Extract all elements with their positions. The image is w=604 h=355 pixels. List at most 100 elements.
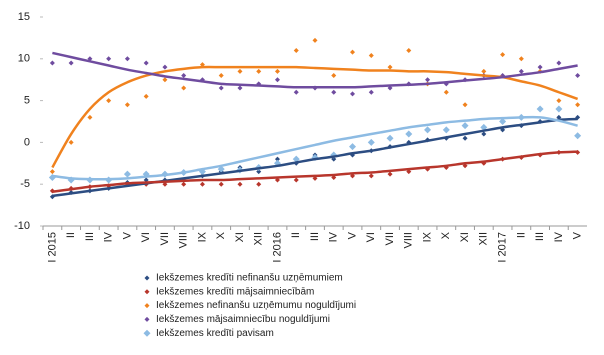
- data-point: [481, 68, 487, 74]
- data-point: [256, 181, 262, 187]
- data-point: [68, 60, 74, 66]
- x-tick-label: VIII: [178, 232, 190, 249]
- data-point: [49, 60, 55, 66]
- x-tick-label: XI: [234, 232, 246, 242]
- data-point: [537, 64, 543, 70]
- data-point: [556, 98, 562, 104]
- x-tick-label: I 2016: [271, 232, 283, 263]
- data-point: [425, 77, 431, 83]
- data-point: [518, 68, 524, 74]
- data-point: [256, 68, 262, 74]
- data-point: [143, 60, 149, 66]
- x-tick-label: VI: [140, 232, 152, 242]
- x-tick-label: VII: [384, 232, 396, 245]
- data-point: [556, 60, 562, 66]
- data-point: [106, 98, 112, 104]
- data-point: [292, 155, 300, 163]
- data-point: [162, 77, 168, 83]
- data-point: [181, 181, 187, 187]
- data-point: [536, 105, 544, 113]
- data-point: [349, 143, 357, 151]
- data-point: [331, 73, 337, 79]
- trend-line: [52, 117, 578, 198]
- data-point: [124, 56, 130, 62]
- data-point: [181, 73, 187, 79]
- legend-label: Iekšzemes mājsaimniecību noguldījumi: [156, 314, 330, 325]
- data-point: [143, 93, 149, 99]
- y-tick-label: 15: [18, 11, 30, 23]
- trend-line: [52, 115, 578, 181]
- data-point: [406, 47, 412, 53]
- x-tick-label: III: [534, 232, 546, 241]
- data-point: [387, 64, 393, 70]
- data-point: [218, 181, 224, 187]
- data-point: [574, 132, 582, 140]
- x-tick-label: IX: [421, 231, 433, 242]
- x-tick-label: VIII: [403, 232, 415, 249]
- data-point: [237, 85, 243, 91]
- data-point: [575, 102, 581, 108]
- data-point: [368, 173, 374, 179]
- x-tick-label: II: [515, 232, 527, 238]
- y-tick-label: 10: [18, 53, 30, 65]
- data-point: [499, 118, 507, 125]
- y-tick-label: 5: [24, 95, 30, 107]
- x-tick-label: IV: [553, 231, 565, 242]
- legend-label: Iekšzemes nefinanšu uzņēmumu noguldījumi: [156, 300, 356, 311]
- data-point: [274, 156, 280, 162]
- data-point: [87, 114, 93, 120]
- data-point: [106, 56, 112, 62]
- legend-marker: [144, 275, 150, 281]
- trend-line: [51, 65, 579, 169]
- data-point: [500, 52, 506, 58]
- x-tick-label: V: [572, 231, 584, 239]
- data-point: [443, 89, 449, 95]
- x-tick-label: IV: [103, 231, 115, 242]
- x-tick-label: X: [215, 231, 227, 239]
- data-point: [350, 49, 356, 55]
- legend-marker: [144, 303, 150, 309]
- legend: Iekšzemes kredīti nefinanšu uzņēmumiem Ie…: [143, 273, 356, 339]
- trend-line: [52, 51, 578, 89]
- trend-line: [52, 150, 578, 193]
- legend-marker: [144, 316, 150, 322]
- data-point: [162, 64, 168, 70]
- data-point: [312, 37, 318, 43]
- x-tick-label: I 2017: [496, 232, 508, 263]
- legend-label: Iekšzemes kredīti pavisam: [156, 328, 274, 339]
- data-point: [405, 130, 413, 138]
- data-point: [424, 126, 432, 134]
- data-point: [462, 135, 468, 141]
- data-point: [555, 105, 563, 113]
- data-point: [461, 122, 469, 130]
- x-tick-label: IV: [328, 231, 340, 242]
- x-tick-label: XII: [478, 232, 490, 245]
- data-point: [481, 131, 487, 137]
- data-point: [68, 139, 74, 145]
- data-point: [218, 85, 224, 91]
- x-tick-label: XII: [253, 232, 265, 245]
- data-point: [368, 89, 374, 95]
- data-point: [181, 85, 187, 91]
- legend-label: Iekšzemes kredīti mājsaimniecībām: [156, 286, 314, 297]
- data-point: [274, 77, 280, 83]
- data-point: [387, 171, 393, 177]
- data-point: [293, 47, 299, 53]
- data-point: [575, 73, 581, 79]
- legend-marker: [144, 289, 150, 295]
- data-point: [49, 169, 55, 175]
- data-point: [293, 177, 299, 183]
- data-point: [480, 123, 488, 131]
- x-tick-label: I 2015: [46, 232, 58, 263]
- x-tick-label: II: [65, 232, 77, 238]
- x-tick-label: III: [84, 232, 96, 241]
- y-tick-label: 0: [24, 136, 30, 148]
- data-point: [368, 52, 374, 58]
- legend-marker: [143, 329, 151, 337]
- data-point: [199, 181, 205, 187]
- data-point: [218, 73, 224, 79]
- data-point: [237, 181, 243, 187]
- data-point: [237, 68, 243, 74]
- data-point: [274, 68, 280, 74]
